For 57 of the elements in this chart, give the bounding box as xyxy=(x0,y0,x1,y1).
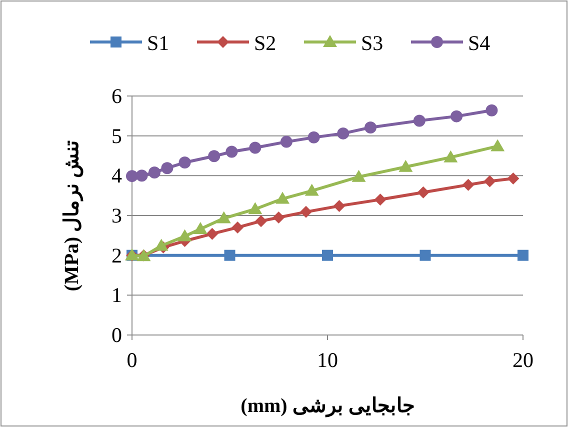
y-tick-label: 5 xyxy=(112,124,122,148)
point xyxy=(248,202,262,214)
y-tick-label: 0 xyxy=(112,323,122,347)
x-tick-label: 10 xyxy=(317,348,338,372)
point xyxy=(420,250,431,261)
x-tick-label: 20 xyxy=(512,348,534,372)
point xyxy=(178,156,191,169)
x-tick-label: 0 xyxy=(126,348,138,372)
legend-label: S4 xyxy=(468,31,491,55)
point xyxy=(490,139,505,152)
y-axis-title: تنش نرمال (MPa) xyxy=(61,140,84,292)
point xyxy=(249,142,262,154)
point xyxy=(178,229,192,242)
point xyxy=(444,150,458,162)
point xyxy=(226,146,238,158)
point xyxy=(374,194,386,206)
point xyxy=(518,250,528,261)
point xyxy=(484,175,496,188)
point xyxy=(398,160,413,172)
y-tick-label: 4 xyxy=(112,164,122,188)
y-tick-label: 3 xyxy=(112,204,122,228)
point xyxy=(161,162,174,174)
legend-label: S3 xyxy=(361,31,384,55)
point xyxy=(255,215,268,228)
point xyxy=(206,228,218,240)
y-tick-label: 2 xyxy=(112,243,122,268)
point xyxy=(232,221,244,234)
y-tick-label: 6 xyxy=(112,84,122,108)
point xyxy=(450,110,463,122)
legend-label: S1 xyxy=(147,31,170,55)
point xyxy=(193,222,208,234)
point xyxy=(486,104,498,116)
point xyxy=(364,121,377,134)
point xyxy=(304,184,319,196)
point xyxy=(208,150,220,162)
legend-label: S2 xyxy=(254,31,276,55)
point xyxy=(308,131,320,144)
point xyxy=(300,206,312,218)
point xyxy=(126,170,138,182)
point xyxy=(154,238,168,251)
point xyxy=(280,136,292,148)
point xyxy=(462,178,474,191)
point xyxy=(417,186,430,198)
point xyxy=(333,200,346,212)
point xyxy=(216,211,231,224)
point xyxy=(337,127,350,140)
point xyxy=(148,166,160,178)
point xyxy=(136,170,148,182)
point xyxy=(352,170,366,182)
point xyxy=(224,250,236,261)
point xyxy=(507,172,520,184)
x-axis-title: جابجایی برشی (mm) xyxy=(240,395,414,418)
point xyxy=(322,250,333,261)
point xyxy=(413,114,426,127)
y-tick-label: 1 xyxy=(112,283,122,308)
point xyxy=(276,192,290,204)
point xyxy=(272,211,285,224)
